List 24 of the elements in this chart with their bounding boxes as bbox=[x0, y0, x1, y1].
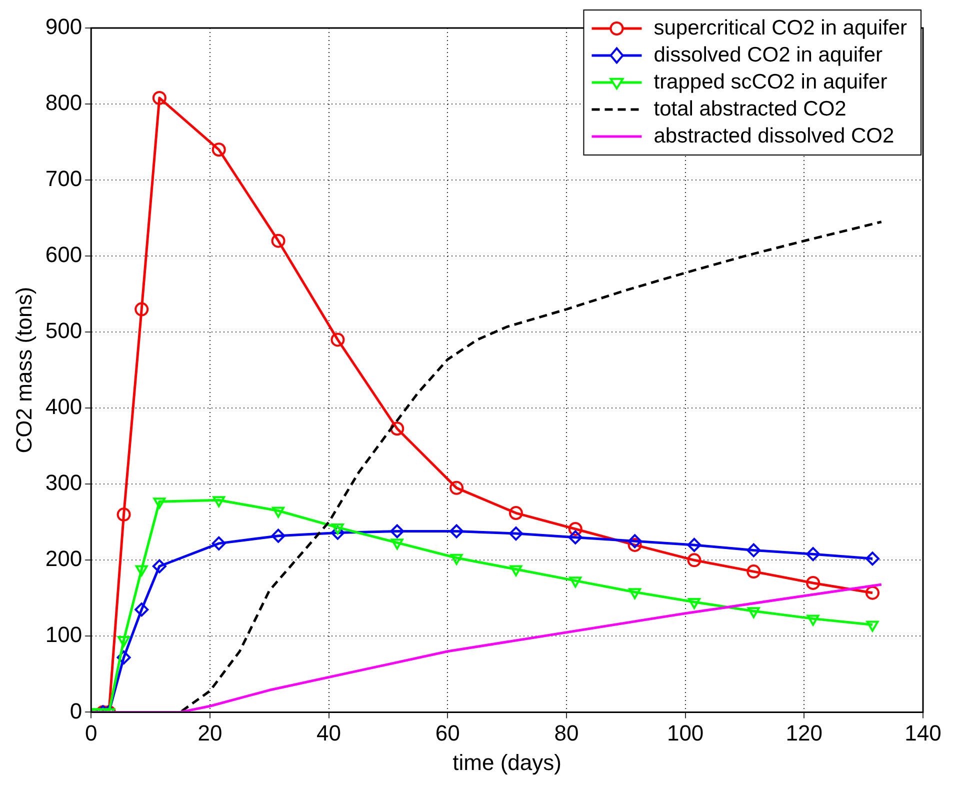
y-axis-title: CO2 mass (tons) bbox=[11, 286, 36, 454]
x-tick-label: 60 bbox=[435, 720, 460, 746]
y-tick-label: 0 bbox=[70, 698, 82, 724]
x-axis-title: time (days) bbox=[452, 750, 562, 775]
y-tick-label: 700 bbox=[45, 166, 82, 192]
x-tick-label: 20 bbox=[198, 720, 222, 746]
y-tick-label: 600 bbox=[45, 242, 82, 268]
legend-label: supercritical CO2 in aquifer bbox=[654, 16, 908, 40]
legend-label: total abstracted CO2 bbox=[654, 97, 846, 120]
legend-label: dissolved CO2 in aquifer bbox=[654, 43, 883, 66]
x-tick-label: 100 bbox=[666, 720, 704, 746]
y-tick-label: 500 bbox=[45, 318, 82, 344]
legend-label: abstracted dissolved CO2 bbox=[654, 124, 894, 148]
y-tick-label: 900 bbox=[45, 14, 82, 40]
y-tick-label: 400 bbox=[45, 394, 82, 420]
legend-label: trapped scCO2 in aquifer bbox=[654, 70, 888, 94]
y-tick-label: 100 bbox=[45, 622, 82, 648]
y-tick-label: 200 bbox=[45, 546, 82, 572]
x-tick-label: 40 bbox=[316, 720, 342, 746]
x-tick-label: 80 bbox=[554, 720, 579, 746]
y-tick-label: 300 bbox=[45, 470, 82, 496]
x-tick-label: 140 bbox=[904, 720, 942, 746]
x-tick-label: 120 bbox=[786, 720, 823, 746]
y-tick-label: 800 bbox=[45, 90, 82, 116]
